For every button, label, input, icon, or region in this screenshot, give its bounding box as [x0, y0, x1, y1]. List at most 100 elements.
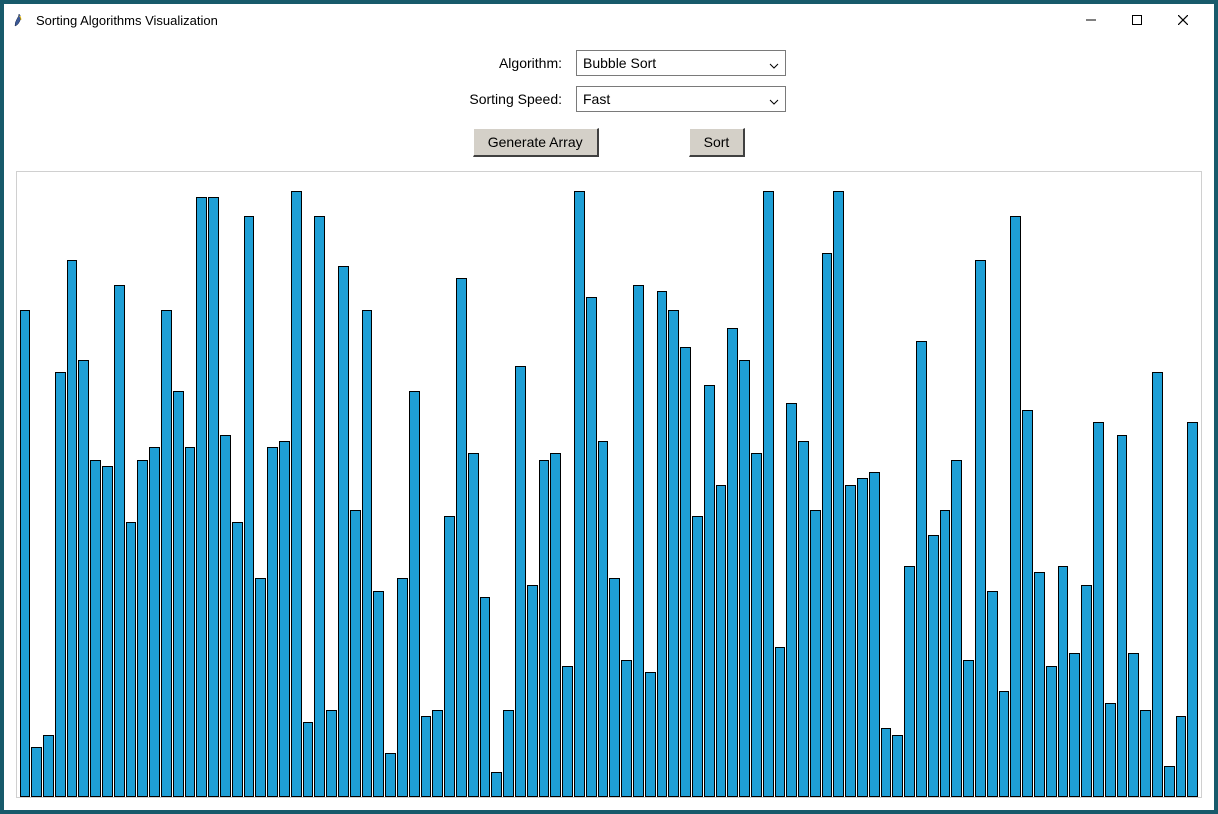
bar — [1081, 585, 1092, 798]
bar — [798, 441, 809, 797]
speed-select[interactable]: Fast — [576, 86, 786, 112]
app-icon — [12, 12, 28, 28]
bar — [397, 578, 408, 797]
speed-row: Sorting Speed: Fast — [432, 86, 786, 112]
bar — [456, 278, 467, 797]
bar — [727, 328, 738, 797]
bar — [810, 510, 821, 798]
bar — [609, 578, 620, 797]
bar — [1152, 372, 1163, 797]
bar — [574, 191, 585, 797]
bar — [291, 191, 302, 797]
titlebar: Sorting Algorithms Visualization — [4, 4, 1214, 36]
bar — [67, 260, 78, 798]
bar — [267, 447, 278, 797]
bar — [716, 485, 727, 798]
bar — [539, 460, 550, 798]
bar — [751, 453, 762, 797]
bar — [31, 747, 42, 797]
bar — [822, 253, 833, 797]
bar — [633, 285, 644, 798]
bar — [1093, 422, 1104, 797]
bar — [892, 735, 903, 798]
bar — [963, 660, 974, 798]
bar — [1069, 653, 1080, 797]
bar — [314, 216, 325, 797]
chevron-down-icon — [769, 58, 779, 68]
bar — [1105, 703, 1116, 797]
bar — [904, 566, 915, 797]
bar — [208, 197, 219, 797]
bar — [149, 447, 160, 797]
bar — [668, 310, 679, 798]
bar — [362, 310, 373, 798]
bar — [232, 522, 243, 797]
bar — [338, 266, 349, 797]
bar — [657, 291, 668, 797]
bar — [975, 260, 986, 798]
bar — [173, 391, 184, 797]
bar — [326, 710, 337, 798]
maximize-button[interactable] — [1114, 5, 1160, 35]
bar — [102, 466, 113, 797]
bar — [1164, 766, 1175, 797]
bar — [421, 716, 432, 797]
speed-select-value: Fast — [583, 91, 769, 107]
bar — [680, 347, 691, 797]
algorithm-select[interactable]: Bubble Sort — [576, 50, 786, 76]
bar — [78, 360, 89, 798]
bar — [43, 735, 54, 798]
bar — [845, 485, 856, 798]
bar — [1140, 710, 1151, 798]
bar — [1046, 666, 1057, 797]
bar — [739, 360, 750, 798]
bar — [55, 372, 66, 797]
bar — [1128, 653, 1139, 797]
bar — [220, 435, 231, 798]
bar — [1022, 410, 1033, 798]
generate-array-button[interactable]: Generate Array — [473, 128, 599, 157]
sort-button[interactable]: Sort — [689, 128, 746, 157]
bar — [1117, 435, 1128, 798]
controls-panel: Algorithm: Bubble Sort Sorting Speed: Fa… — [4, 36, 1214, 163]
bar — [550, 453, 561, 797]
bar — [869, 472, 880, 797]
algorithm-label: Algorithm: — [432, 55, 562, 71]
bar — [1176, 716, 1187, 797]
bar — [598, 441, 609, 797]
bar — [833, 191, 844, 797]
bar — [126, 522, 137, 797]
bar — [114, 285, 125, 798]
button-row: Generate Array Sort — [473, 128, 746, 157]
bar — [255, 578, 266, 797]
app-window: Sorting Algorithms Visualization Algorit… — [4, 4, 1214, 810]
bar — [928, 535, 939, 798]
bar — [444, 516, 455, 797]
bar — [692, 516, 703, 797]
algorithm-select-value: Bubble Sort — [583, 55, 769, 71]
bar — [409, 391, 420, 797]
bar — [916, 341, 927, 797]
bar — [491, 772, 502, 797]
visualization-canvas — [16, 171, 1202, 798]
close-button[interactable] — [1160, 5, 1206, 35]
bar — [468, 453, 479, 797]
bar — [432, 710, 443, 798]
bar — [1187, 422, 1198, 797]
bar — [527, 585, 538, 798]
bar — [515, 366, 526, 797]
bar — [775, 647, 786, 797]
minimize-button[interactable] — [1068, 5, 1114, 35]
bar — [940, 510, 951, 798]
bar — [196, 197, 207, 797]
bar — [562, 666, 573, 797]
bar — [303, 722, 314, 797]
bar — [185, 447, 196, 797]
bar — [373, 591, 384, 797]
bar — [137, 460, 148, 798]
bar — [621, 660, 632, 798]
bar — [857, 478, 868, 797]
bar — [881, 728, 892, 797]
bar — [385, 753, 396, 797]
algorithm-row: Algorithm: Bubble Sort — [432, 50, 786, 76]
